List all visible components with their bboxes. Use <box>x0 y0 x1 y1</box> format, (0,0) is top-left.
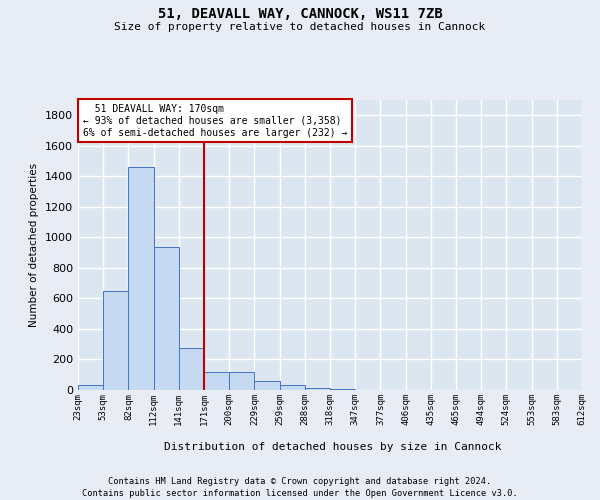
Y-axis label: Number of detached properties: Number of detached properties <box>29 163 40 327</box>
Text: 51 DEAVALL WAY: 170sqm
← 93% of detached houses are smaller (3,358)
6% of semi-d: 51 DEAVALL WAY: 170sqm ← 93% of detached… <box>83 104 347 138</box>
Bar <box>103 291 128 390</box>
Bar <box>330 389 355 390</box>
Bar <box>128 167 154 390</box>
Bar <box>305 388 330 390</box>
Text: Contains HM Land Registry data © Crown copyright and database right 2024.: Contains HM Land Registry data © Crown c… <box>109 478 491 486</box>
Bar <box>78 384 103 390</box>
Text: 51, DEAVALL WAY, CANNOCK, WS11 7ZB: 51, DEAVALL WAY, CANNOCK, WS11 7ZB <box>158 8 442 22</box>
Bar <box>204 372 229 390</box>
Bar <box>179 348 204 390</box>
Bar <box>154 246 179 390</box>
Text: Size of property relative to detached houses in Cannock: Size of property relative to detached ho… <box>115 22 485 32</box>
Bar <box>229 372 254 390</box>
Bar <box>254 381 280 390</box>
Text: Distribution of detached houses by size in Cannock: Distribution of detached houses by size … <box>164 442 502 452</box>
Text: Contains public sector information licensed under the Open Government Licence v3: Contains public sector information licen… <box>82 489 518 498</box>
Bar <box>280 386 305 390</box>
